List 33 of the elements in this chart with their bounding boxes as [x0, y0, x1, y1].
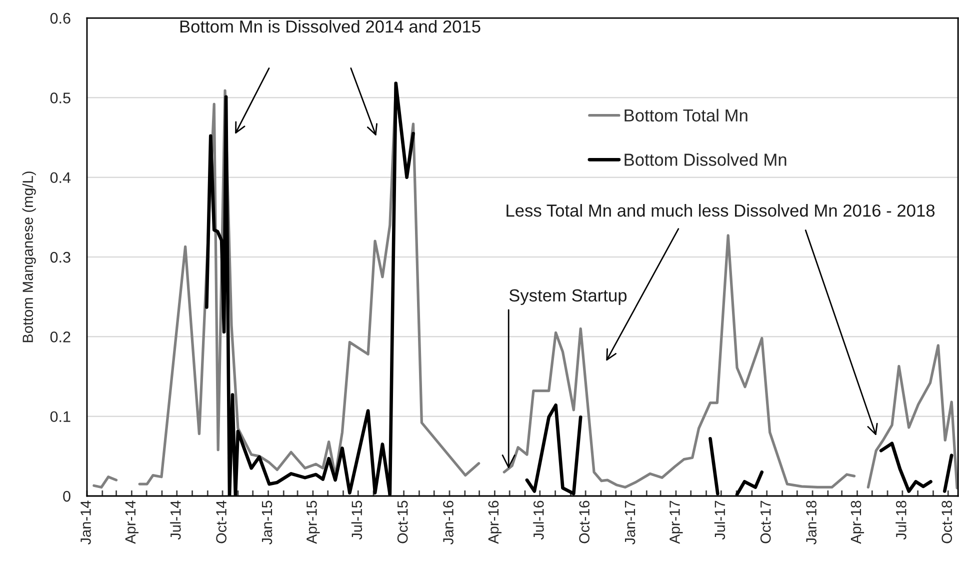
x-tick-label: Oct-15 — [397, 500, 408, 544]
y-tick-label: 0.2 — [50, 332, 70, 342]
legend-label: Bottom Total Mn — [624, 108, 748, 122]
x-tick-label: Jan-17 — [625, 500, 636, 545]
y-tick-label: 0.6 — [50, 12, 70, 24]
legend-label: Bottom Dissolved Mn — [624, 153, 786, 166]
x-tick-label: Jan-15 — [262, 500, 272, 545]
y-tick-label: 0 — [63, 490, 70, 502]
y-axis-title: Bottom Manganese (mg/L) — [22, 172, 36, 342]
x-tick-label: Apr-17 — [670, 500, 683, 544]
annotation: System Startup — [509, 289, 627, 306]
x-tick-label: Apr-15 — [306, 500, 320, 544]
x-tick-label: Jul-18 — [896, 500, 906, 540]
y-tick-label: 0.4 — [50, 172, 71, 184]
x-tick-label: Apr-14 — [125, 500, 138, 544]
x-tick-label: Oct-18 — [942, 500, 952, 544]
x-tick-label: Jul-15 — [351, 500, 362, 540]
x-tick-label: Jan-18 — [806, 500, 816, 545]
x-tick-label: Jan-16 — [443, 500, 454, 545]
x-tick-label: Jul-16 — [533, 500, 544, 540]
x-tick-label: Oct-17 — [760, 500, 771, 544]
x-tick-label: Oct-16 — [579, 500, 590, 544]
y-tick-label: 0.1 — [50, 411, 70, 422]
x-tick-label: Apr-16 — [488, 500, 502, 544]
annotation: Bottom Mn is Dissolved 2014 and 2015 — [180, 20, 480, 33]
y-tick-label: 0.3 — [50, 252, 70, 263]
x-tick-label: Jul-14 — [170, 500, 181, 540]
y-tick-label: 0.5 — [50, 92, 70, 104]
annotation: Less Total Mn and much less Dissolved Mn 2016 - 2018 — [506, 204, 935, 217]
x-tick-label: Jan-14 — [80, 500, 91, 545]
x-tick-label: Apr-18 — [850, 500, 864, 544]
x-tick-label: Jul-17 — [714, 500, 726, 540]
x-tick-label: Oct-14 — [216, 500, 226, 544]
